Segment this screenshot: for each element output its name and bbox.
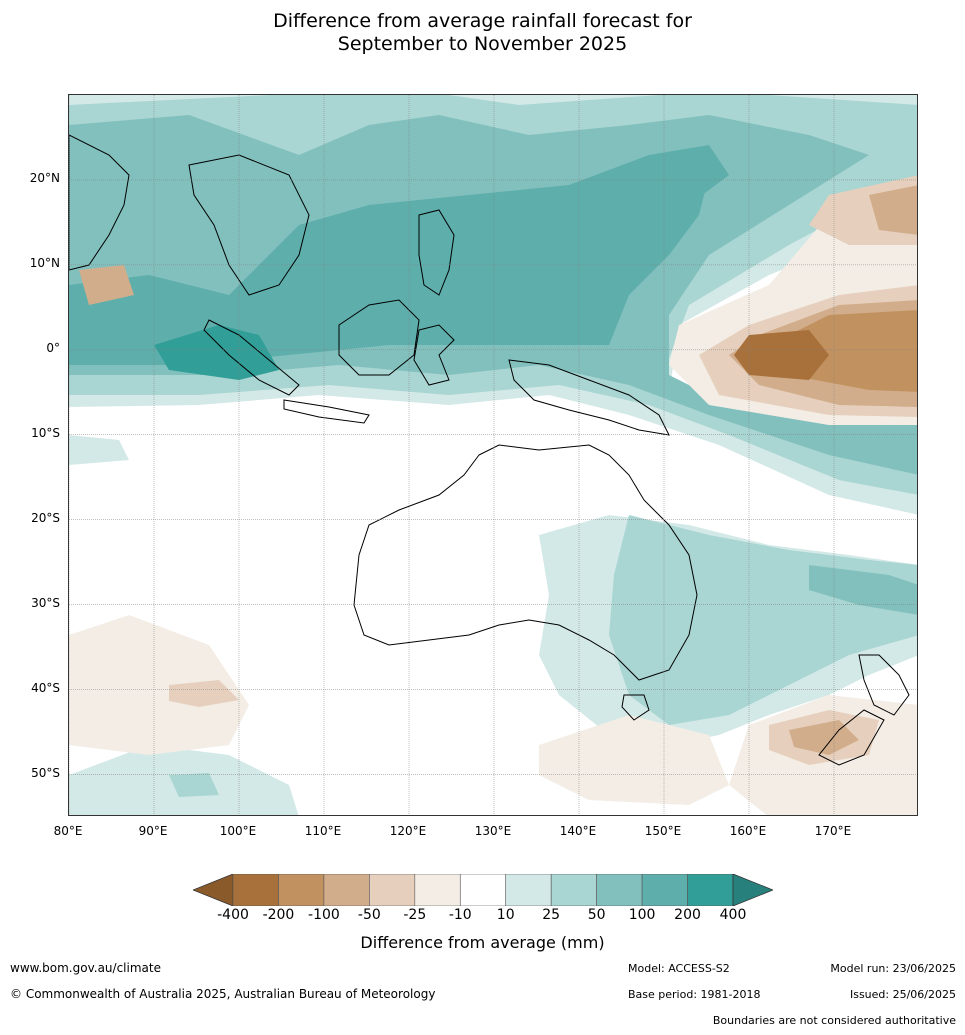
south-indian-dry-25 [169,680,239,707]
colorbar-low-extend [193,874,234,906]
longitude-label: 170°E [814,824,852,838]
india-coastline [69,134,130,271]
latitude-label: 10°N [29,255,60,270]
australia-coastline [353,444,698,681]
colorbar-tick-label: 50 [587,907,606,923]
issued-date: Issued: 25/06/2025 [849,988,956,1001]
boundaries-disclaimer: Boundaries are not considered authoritat… [712,1014,956,1027]
colorbar-tick-label: -50 [357,907,381,923]
longitude-label: 90°E [138,824,168,838]
longitude-label: 100°E [219,824,257,838]
colorbar-tick-label: -10 [448,907,472,923]
coastlines [69,134,910,766]
longitude-label: 130°E [474,824,512,838]
java-coastline [283,399,370,424]
colorbar-bin [687,874,734,906]
copyright-notice: © Commonwealth of Australia 2025, Austra… [10,987,436,1001]
south-ocean-dry [539,715,729,805]
central-pacific-dry-core [734,330,829,380]
tropical-wet-core-200 [154,325,279,380]
colorbar-tick-label: 400 [719,907,747,923]
new-guinea-coastline [508,359,670,436]
colorbar-tick-label: 200 [674,907,701,923]
map-canvas [69,95,917,815]
latitude-label: 0° [46,340,60,355]
forecast-map [68,94,918,816]
graticule [69,95,917,815]
colorbar-bin [596,874,643,906]
longitude-label: 160°E [729,824,767,838]
sumatra-coastline [203,319,300,396]
nz-dry-50 [789,720,859,755]
east-australia-wet-25 [609,515,917,725]
new-zealand-north-island [858,654,910,716]
tropical-wet-band-100 [69,155,709,365]
colorbar-tick-label: 25 [542,907,561,923]
colorbar-bin [550,874,597,906]
new-zealand-south-island [818,709,885,766]
philippines-coastline [418,209,455,296]
model-run-date: Model run: 23/06/2025 [830,962,956,975]
colorbar-tick-label: -25 [403,907,427,923]
western-pacific-wet-core [649,145,729,205]
dry-anomaly-regions [69,175,917,815]
colorbar-bin [278,874,325,906]
tasmania-coastline [621,694,650,721]
colorbar [193,874,773,906]
latitude-label: 20°S [31,510,60,525]
southern-ocean-wet-25 [169,773,219,797]
longitude-label: 140°E [559,824,597,838]
colorbar-high-extend [732,874,773,906]
north-pacific-dry-50 [869,185,917,235]
longitude-label: 80°E [53,824,83,838]
tasman-wet-50 [809,565,917,615]
map-title: Difference from average rainfall forecas… [0,10,965,56]
latitude-label: 10°S [31,425,60,440]
latitude-label: 40°S [31,680,60,695]
colorbar-bin [232,874,279,906]
sulawesi-coastline [413,324,455,386]
latitude-label: 50°S [31,765,60,780]
colorbar-tick-label: -100 [308,907,340,923]
indian-ocean-wet [69,435,129,465]
colorbar-bin [459,874,507,906]
wet-anomaly-regions [69,95,917,815]
latitude-label: 20°N [29,170,60,185]
title-line-2: September to November 2025 [337,33,628,55]
longitude-label: 150°E [644,824,682,838]
colorbar-tick-label: 10 [496,907,515,923]
colorbar-bin [369,874,416,906]
colorbar-bin [414,874,461,906]
model-name: Model: ACCESS-S2 [628,962,730,975]
title-line-1: Difference from average rainfall forecas… [273,10,692,32]
colorbar-tick-label: 100 [628,907,656,923]
indochina-coastline [188,154,310,296]
bay-of-bengal-dry [79,265,134,305]
longitude-label: 110°E [304,824,342,838]
colorbar-tick-label: -200 [262,907,295,923]
borneo-coastline [338,299,420,376]
colorbar-tick-label: -400 [217,907,249,923]
longitude-label: 120°E [389,824,427,838]
colorbar-bin [505,874,552,906]
base-period: Base period: 1981-2018 [628,988,761,1001]
colorbar-bin [641,874,688,906]
south-indian-dry [69,615,249,755]
colorbar-bin [323,874,370,906]
latitude-label: 30°S [31,595,60,610]
colorbar-title: Difference from average (mm) [360,933,605,952]
website-link[interactable]: www.bom.gov.au/climate [10,961,161,975]
